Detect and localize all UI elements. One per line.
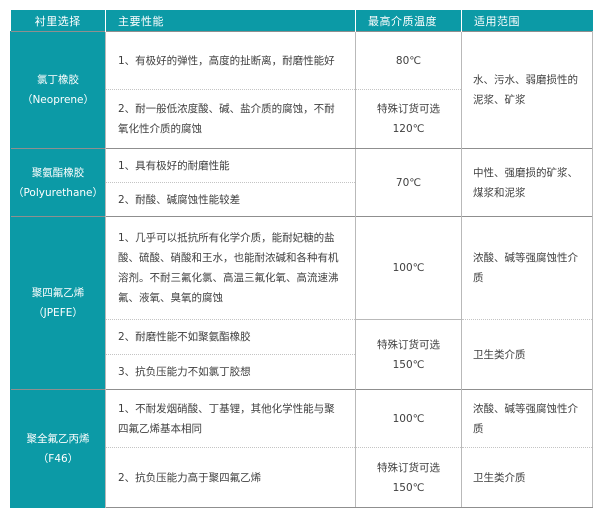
lining-selection-sheet: 衬里选择 主要性能 最高介质温度 适用范围 氯丁橡胶 （Neoprene） 1、…: [10, 10, 593, 508]
scope-cell: 浓酸、碱等强腐蚀性介质: [461, 216, 593, 320]
table-row: 聚四氟乙烯 （JPEFE） 1、几乎可以抵抗所有化学介质，能耐妃糖的盐酸、硫酸、…: [10, 216, 593, 390]
temp-line: 150℃: [392, 481, 425, 494]
material-cell-polyurethane: 聚氨酯橡胶 （Polyurethane）: [10, 148, 106, 217]
table-row: 聚氨酯橡胶 （Polyurethane） 1、具有极好的耐磨性能 70℃ 中性、…: [10, 148, 593, 217]
table-row: 氯丁橡胶 （Neoprene） 1、有极好的弹性，高度的扯断离，耐磨性能好 80…: [10, 31, 593, 149]
table-row: 3、抗负压能力不如氯丁胶想: [11, 354, 593, 390]
performance-cell: 2、抗负压能力高于聚四氟乙烯: [105, 447, 356, 508]
temp-line: 特殊订货可选: [377, 338, 440, 351]
column-header-performance: 主要性能: [105, 10, 356, 32]
performance-cell: 1、有极好的弹性，高度的扯断离，耐磨性能好: [105, 31, 356, 90]
max-temp-cell: 特殊订货可选 150℃: [355, 447, 462, 508]
scope-cell: 卫生类介质: [461, 319, 593, 390]
temp-line: 特殊订货可选: [377, 461, 440, 474]
performance-cell: 1、不耐发烟硝酸、丁基锂，其他化学性能与聚四氟乙烯基本相同: [105, 389, 356, 448]
table-body: 氯丁橡胶 （Neoprene） 1、有极好的弹性，高度的扯断离，耐磨性能好 80…: [10, 31, 593, 508]
header-row: 衬里选择 主要性能 最高介质温度 适用范围: [10, 10, 593, 32]
material-name-cn: 聚氨酯橡胶: [31, 166, 85, 179]
material-cell-f46: 聚全氟乙丙烯 （F46）: [10, 389, 106, 508]
column-header-max-temp: 最高介质温度: [355, 10, 462, 32]
temp-line: 120℃: [392, 123, 425, 135]
table-header: 衬里选择 主要性能 最高介质温度 适用范围: [10, 10, 593, 32]
temp-line: 100℃: [392, 262, 425, 274]
column-header-scope: 适用范围: [461, 10, 593, 32]
material-name-en: （Neoprene）: [21, 94, 95, 106]
max-temp-cell: 特殊订货可选 120℃: [355, 89, 462, 149]
table-row: 2、耐磨性能不如聚氨酯橡胶 特殊订货可选 150℃ 卫生类介质: [11, 319, 593, 390]
max-temp-cell: 70℃: [355, 148, 462, 217]
material-name-en: （JPEFE）: [33, 307, 83, 319]
scope-cell: 中性、强磨损的矿浆、煤浆和泥浆: [461, 148, 593, 217]
scope-cell: 卫生类介质: [461, 447, 593, 508]
temp-line: 特殊订货可选: [377, 103, 440, 115]
max-temp-cell: 特殊订货可选 150℃: [355, 319, 462, 390]
material-cell-neoprene: 氯丁橡胶 （Neoprene）: [10, 31, 106, 149]
max-temp-cell: 100℃: [355, 389, 462, 448]
performance-cell: 2、耐酸、碱腐蚀性能较差: [105, 182, 356, 217]
table-row: 2、耐酸、碱腐蚀性能较差: [11, 182, 593, 217]
temp-line: 80℃: [395, 54, 422, 67]
performance-cell: 1、几乎可以抵抗所有化学介质，能耐妃糖的盐酸、硫酸、硝酸和王水，也能耐浓碱和各种…: [105, 216, 356, 320]
material-cell-jpefe: 聚四氟乙烯 （JPEFE）: [10, 216, 106, 390]
table-row: 2、耐一般低浓度酸、碱、盐介质的腐蚀，不耐氧化性介质的腐蚀 特殊订货可选 120…: [11, 89, 593, 149]
material-name-cn: 聚全氟乙丙烯: [26, 432, 90, 445]
temp-line: 100℃: [392, 412, 425, 425]
performance-cell: 2、耐磨性能不如聚氨酯橡胶: [105, 319, 356, 355]
scope-cell: 浓酸、碱等强腐蚀性介质: [461, 389, 593, 448]
scope-cell: 水、污水、弱磨损性的泥浆、矿浆: [461, 31, 593, 149]
material-name-en: （F46）: [37, 452, 79, 465]
performance-cell: 1、具有极好的耐磨性能: [105, 148, 356, 183]
temp-line: 150℃: [392, 358, 425, 371]
material-name-cn: 氯丁橡胶: [37, 74, 79, 86]
material-name-en: （Polyurethane）: [12, 186, 104, 199]
max-temp-cell: 100℃: [355, 216, 462, 320]
material-name-cn: 聚四氟乙烯: [31, 287, 85, 299]
performance-cell: 2、耐一般低浓度酸、碱、盐介质的腐蚀，不耐氧化性介质的腐蚀: [105, 89, 356, 149]
max-temp-cell: 80℃: [355, 31, 462, 90]
performance-cell: 3、抗负压能力不如氯丁胶想: [105, 354, 356, 390]
column-header-lining: 衬里选择: [10, 10, 106, 32]
table-row: 聚全氟乙丙烯 （F46） 1、不耐发烟硝酸、丁基锂，其他化学性能与聚四氟乙烯基本…: [10, 389, 593, 508]
lining-selection-table: 衬里选择 主要性能 最高介质温度 适用范围 氯丁橡胶 （Neoprene） 1、…: [10, 10, 593, 508]
